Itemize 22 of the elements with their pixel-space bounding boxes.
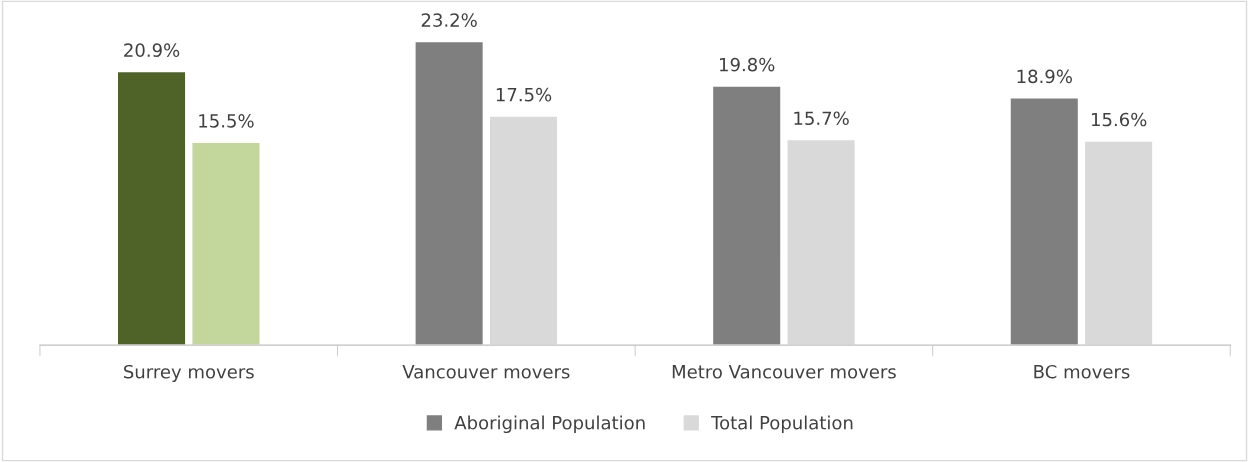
legend-label: Total Population <box>711 415 853 434</box>
bar <box>711 85 782 346</box>
bar <box>116 70 187 346</box>
bar <box>786 138 857 346</box>
x-tick-label: Surrey movers <box>124 364 254 383</box>
data-label: 20.9% <box>124 43 180 57</box>
data-label: 19.8% <box>720 57 775 72</box>
data-label: 17.5% <box>496 87 552 102</box>
data-label: 23.2% <box>421 13 477 27</box>
x-tick-label: BC movers <box>1034 364 1130 379</box>
data-label: 15.6% <box>1091 112 1147 127</box>
bar <box>1009 97 1080 346</box>
bar <box>488 115 559 346</box>
data-label: 15.7% <box>794 111 849 126</box>
x-tick-label: Vancouver movers <box>402 365 570 379</box>
legend-label: Aboriginal Population <box>454 415 645 434</box>
bar <box>1083 140 1154 346</box>
data-label: 18.9% <box>1017 69 1072 84</box>
data-label: 15.5% <box>199 114 254 128</box>
bar <box>191 141 261 346</box>
bar <box>414 40 485 346</box>
x-tick-label: Metro Vancouver movers <box>672 365 896 379</box>
